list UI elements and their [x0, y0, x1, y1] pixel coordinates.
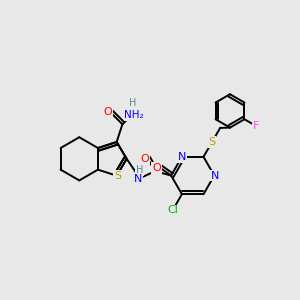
Text: O: O [141, 154, 149, 164]
Text: NH₂: NH₂ [124, 110, 144, 120]
Text: N: N [134, 174, 142, 184]
Text: O: O [103, 107, 112, 117]
Text: N: N [211, 170, 220, 181]
Text: S: S [208, 137, 215, 147]
Text: H: H [136, 165, 144, 176]
Text: H: H [128, 98, 136, 108]
Text: Cl: Cl [168, 206, 178, 215]
Text: S: S [114, 171, 121, 181]
Text: N: N [178, 152, 186, 162]
Text: O: O [152, 163, 161, 173]
Text: F: F [253, 121, 260, 131]
